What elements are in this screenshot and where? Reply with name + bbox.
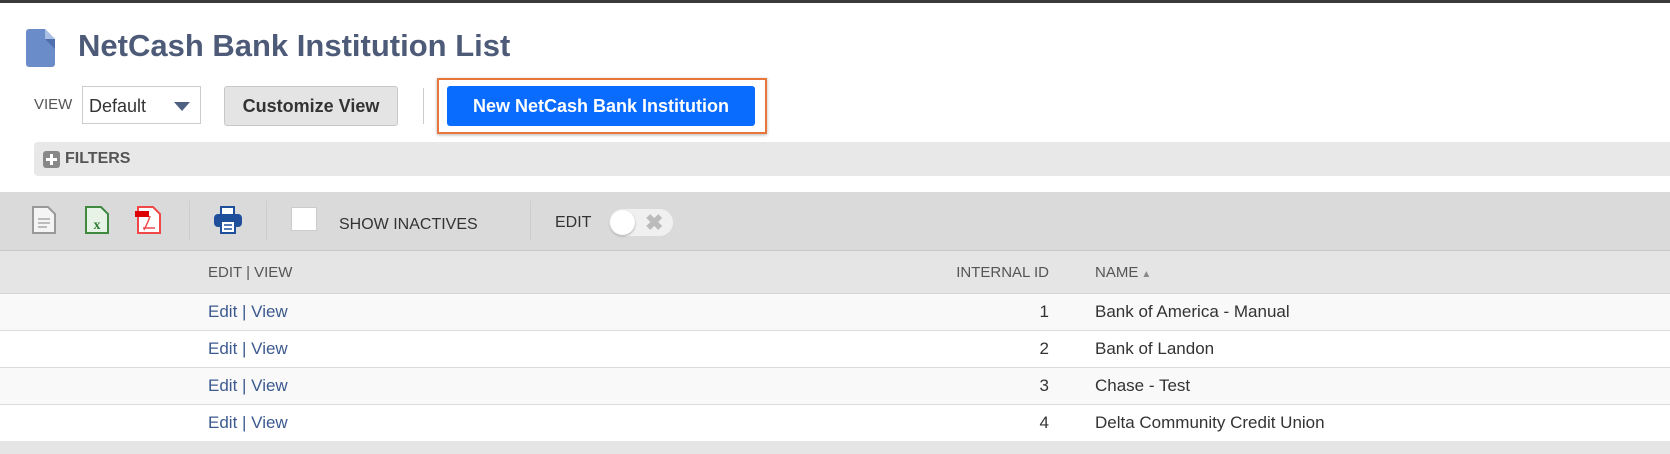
show-inactives-label: SHOW INACTIVES	[339, 216, 478, 233]
edit-label: EDIT	[555, 214, 592, 231]
export-pdf-icon[interactable]	[135, 206, 161, 234]
name-cell: Bank of Landon	[1095, 339, 1215, 358]
edit-link[interactable]: Edit	[208, 413, 238, 432]
name-cell: Chase - Test	[1095, 376, 1191, 395]
edit-toggle[interactable]: ✖	[609, 209, 673, 236]
filters-label: FILTERS	[65, 150, 131, 167]
table-header: EDIT | VIEW INTERNAL ID NAME ▲	[0, 251, 1670, 294]
column-header-edit-view[interactable]: EDIT | VIEW	[208, 264, 293, 281]
document-icon	[26, 29, 55, 67]
name-cell: Delta Community Credit Union	[1095, 413, 1325, 432]
view-link[interactable]: View	[251, 376, 288, 395]
close-icon: ✖	[645, 210, 664, 235]
table-row: Edit | View 2 Bank of Landon	[0, 331, 1670, 368]
page-title: NetCash Bank Institution List	[78, 28, 511, 63]
chevron-down-icon	[174, 102, 190, 111]
divider	[189, 201, 190, 241]
new-bank-institution-button[interactable]: New NetCash Bank Institution	[447, 86, 755, 126]
edit-view-cell: Edit | View	[208, 413, 288, 432]
sort-ascending-icon: ▲	[1141, 269, 1152, 280]
divider	[266, 201, 267, 241]
edit-link[interactable]: Edit	[208, 339, 238, 358]
view-link[interactable]: View	[251, 339, 288, 358]
table-row: Edit | View 4 Delta Community Credit Uni…	[0, 405, 1670, 442]
edit-link[interactable]: Edit	[208, 302, 238, 321]
column-header-internal-id[interactable]: INTERNAL ID	[956, 264, 1049, 281]
internal-id-cell: 4	[1039, 413, 1049, 432]
show-inactives-checkbox[interactable]	[291, 207, 317, 231]
svg-text:x: x	[94, 218, 101, 233]
edit-view-cell: Edit | View	[208, 376, 288, 395]
export-csv-icon[interactable]	[32, 206, 56, 234]
internal-id-cell: 2	[1039, 339, 1049, 358]
edit-view-cell: Edit | View	[208, 302, 288, 321]
view-select-value: Default	[89, 96, 147, 116]
divider	[530, 201, 531, 241]
view-link[interactable]: View	[251, 413, 288, 432]
name-cell: Bank of America - Manual	[1095, 302, 1290, 321]
internal-id-cell: 1	[1039, 302, 1049, 321]
table-footer	[0, 441, 1670, 454]
grid-toolbar	[0, 192, 1670, 251]
filters-toggle[interactable]: FILTERS	[34, 142, 1670, 176]
internal-id-cell: 3	[1039, 376, 1049, 395]
plus-icon	[43, 151, 60, 168]
top-border	[0, 0, 1670, 3]
view-link[interactable]: View	[251, 302, 288, 321]
column-header-name[interactable]: NAME ▲	[1095, 264, 1151, 281]
highlight-box	[437, 78, 767, 134]
edit-view-cell: Edit | View	[208, 339, 288, 358]
table-row: Edit | View 3 Chase - Test	[0, 368, 1670, 405]
customize-view-button[interactable]: Customize View	[224, 86, 398, 126]
column-header-name-label: NAME	[1095, 264, 1139, 281]
view-select[interactable]: Default	[82, 86, 201, 124]
toggle-knob	[610, 210, 635, 235]
table-row: Edit | View 1 Bank of America - Manual	[0, 294, 1670, 331]
print-icon[interactable]	[213, 206, 243, 234]
edit-link[interactable]: Edit	[208, 376, 238, 395]
view-label: VIEW	[34, 96, 73, 113]
export-excel-icon[interactable]: x	[85, 206, 109, 234]
divider	[423, 88, 424, 124]
